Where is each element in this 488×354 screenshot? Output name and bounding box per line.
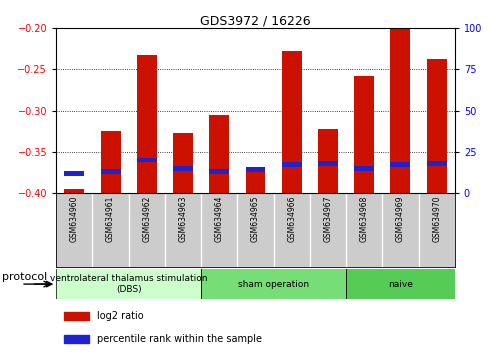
Text: GSM634970: GSM634970: [431, 195, 440, 242]
Bar: [317, 129, 337, 193]
Bar: [64, 171, 84, 176]
Bar: [56, 269, 201, 299]
Bar: [245, 172, 265, 193]
Bar: [201, 269, 346, 299]
Bar: [389, 28, 409, 193]
Bar: [209, 169, 229, 174]
Bar: [64, 312, 89, 320]
Text: GSM634963: GSM634963: [178, 195, 187, 242]
Bar: [164, 193, 201, 267]
Text: sham operation: sham operation: [238, 280, 308, 289]
Bar: [92, 193, 128, 267]
Text: GSM634964: GSM634964: [214, 195, 224, 242]
Bar: [137, 55, 157, 193]
Bar: [209, 115, 229, 193]
Bar: [237, 193, 273, 267]
Bar: [56, 193, 92, 267]
Text: GSM634960: GSM634960: [70, 195, 79, 242]
Text: naive: naive: [387, 280, 412, 289]
Bar: [346, 193, 382, 267]
Text: GSM634969: GSM634969: [395, 195, 404, 242]
Bar: [346, 269, 454, 299]
Bar: [353, 76, 373, 193]
Bar: [101, 131, 121, 193]
Bar: [201, 193, 237, 267]
Text: percentile rank within the sample: percentile rank within the sample: [97, 334, 262, 344]
Bar: [353, 166, 373, 171]
Bar: [426, 59, 446, 193]
Bar: [101, 169, 121, 174]
Text: GSM634965: GSM634965: [250, 195, 260, 242]
Bar: [64, 335, 89, 343]
Bar: [317, 161, 337, 166]
Bar: [245, 167, 265, 172]
Text: GSM634968: GSM634968: [359, 195, 368, 241]
Bar: [389, 162, 409, 167]
Bar: [173, 166, 193, 171]
Text: GSM634962: GSM634962: [142, 195, 151, 241]
Bar: [64, 189, 84, 193]
Bar: [309, 193, 346, 267]
Bar: [382, 193, 418, 267]
Title: GDS3972 / 16226: GDS3972 / 16226: [200, 14, 310, 27]
Text: protocol: protocol: [2, 272, 48, 282]
Bar: [173, 133, 193, 193]
Text: GSM634967: GSM634967: [323, 195, 332, 242]
Bar: [281, 162, 301, 167]
Bar: [281, 51, 301, 193]
Text: ventrolateral thalamus stimulation
(DBS): ventrolateral thalamus stimulation (DBS): [50, 274, 207, 294]
Text: log2 ratio: log2 ratio: [97, 311, 143, 321]
Text: GSM634966: GSM634966: [286, 195, 296, 242]
Bar: [418, 193, 454, 267]
Bar: [137, 158, 157, 162]
Bar: [128, 193, 164, 267]
Text: GSM634961: GSM634961: [106, 195, 115, 241]
Bar: [273, 193, 309, 267]
Bar: [426, 161, 446, 166]
